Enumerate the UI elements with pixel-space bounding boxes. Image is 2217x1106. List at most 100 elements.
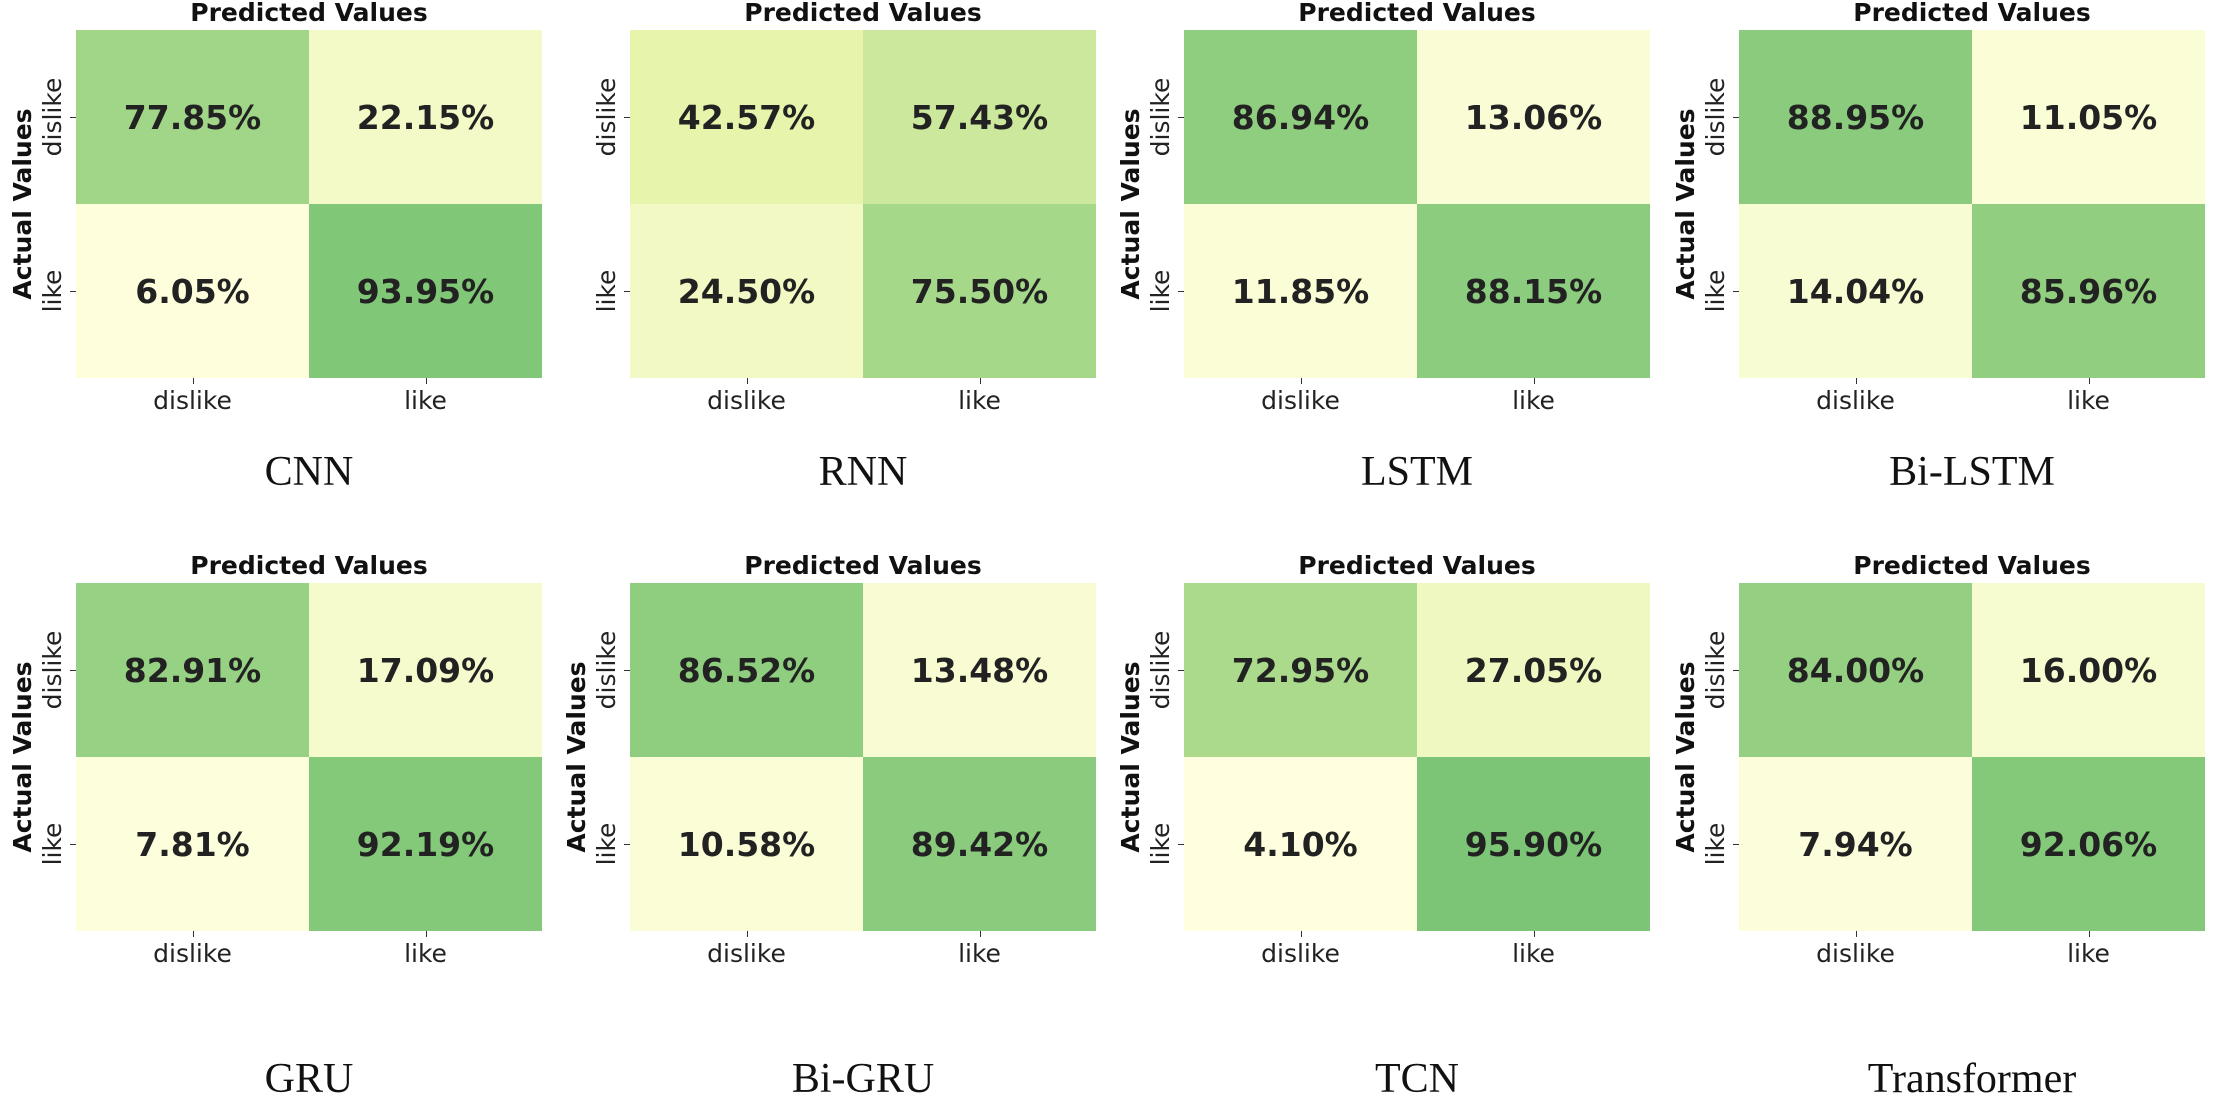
heatmap-cell: 4.10% xyxy=(1184,757,1417,931)
x-tick-mark xyxy=(746,931,748,937)
x-tick-label: dislike xyxy=(1261,939,1340,968)
actual-values-label: Actual Values xyxy=(8,661,37,853)
x-tick-mark xyxy=(1300,931,1302,937)
y-tick-mark xyxy=(70,844,76,845)
cell-value-label: 14.04% xyxy=(1786,271,1925,311)
heatmap-cell: 27.05% xyxy=(1417,583,1650,757)
x-tick-label: dislike xyxy=(1816,939,1895,968)
heatmap-cell: 42.57% xyxy=(630,30,863,204)
cell-value-label: 86.52% xyxy=(677,650,816,690)
cell-value-label: 17.09% xyxy=(356,650,495,690)
x-tick-mark xyxy=(192,378,194,384)
y-tick-mark xyxy=(1178,670,1184,671)
x-tick-label: like xyxy=(404,939,447,968)
cell-value-label: 85.96% xyxy=(2019,271,2158,311)
y-tick-mark xyxy=(70,117,76,118)
heatmap-cell: 93.95% xyxy=(309,204,542,378)
model-caption: RNN xyxy=(818,449,908,495)
heatmap-cell: 92.19% xyxy=(309,757,542,931)
confusion-matrix-panel: Predicted Values Actual Values 86.52% 13.48… xyxy=(554,551,1108,1106)
x-tick-mark xyxy=(979,378,981,384)
cell-value-label: 72.95% xyxy=(1231,650,1370,690)
y-tick-mark xyxy=(1733,844,1739,845)
heatmap-cell: 77.85% xyxy=(76,30,309,204)
x-tick-label: like xyxy=(958,386,1001,415)
cell-value-label: 11.85% xyxy=(1231,271,1370,311)
heatmap-cell: 75.50% xyxy=(863,204,1096,378)
y-tick-mark xyxy=(1733,670,1739,671)
y-tick-label: like xyxy=(1701,822,1730,866)
heatmap-cell: 84.00% xyxy=(1739,583,1972,757)
y-tick-mark xyxy=(1178,291,1184,292)
x-tick-mark xyxy=(1300,378,1302,384)
x-tick-mark xyxy=(2088,931,2090,937)
x-tick-mark xyxy=(192,931,194,937)
cell-value-label: 24.50% xyxy=(677,271,816,311)
x-tick-mark xyxy=(979,931,981,937)
cell-value-label: 84.00% xyxy=(1786,650,1925,690)
x-tick-mark xyxy=(1855,378,1857,384)
cell-value-label: 77.85% xyxy=(123,97,262,137)
cell-value-label: 93.95% xyxy=(356,271,495,311)
y-tick-label: dislike xyxy=(1701,77,1730,157)
confusion-matrix-panel: Predicted Values Actual Values 88.95% 11.05… xyxy=(1663,0,2217,553)
heatmap-cell: 22.15% xyxy=(309,30,542,204)
model-caption: LSTM xyxy=(1360,449,1474,495)
x-tick-mark xyxy=(2088,378,2090,384)
heatmap-cell: 86.52% xyxy=(630,583,863,757)
cell-value-label: 13.48% xyxy=(910,650,1049,690)
cell-value-label: 82.91% xyxy=(123,650,262,690)
x-tick-mark xyxy=(1533,931,1535,937)
confusion-matrix-panel: Predicted Values Actual Values 72.95% 27.05… xyxy=(1108,551,1662,1106)
y-tick-label: dislike xyxy=(592,77,621,157)
cell-value-label: 4.10% xyxy=(1243,824,1358,864)
y-tick-label: like xyxy=(592,269,621,313)
heatmap-cell: 92.06% xyxy=(1972,757,2205,931)
model-caption: GRU xyxy=(264,1056,354,1102)
cell-value-label: 42.57% xyxy=(677,97,816,137)
predicted-values-title: Predicted Values xyxy=(1853,551,2091,580)
predicted-values-title: Predicted Values xyxy=(744,551,982,580)
model-caption: TCN xyxy=(1375,1056,1459,1102)
y-tick-mark xyxy=(1733,291,1739,292)
model-caption: Transformer xyxy=(1867,1056,2077,1102)
cell-value-label: 10.58% xyxy=(677,824,816,864)
heatmap-cell: 16.00% xyxy=(1972,583,2205,757)
x-tick-label: dislike xyxy=(707,939,786,968)
heatmap-cell: 88.15% xyxy=(1417,204,1650,378)
y-tick-label: dislike xyxy=(38,630,67,710)
predicted-values-title: Predicted Values xyxy=(1298,0,1536,27)
y-tick-mark xyxy=(1178,117,1184,118)
confusion-matrix-panel: Predicted Values Actual Values 86.94% 13.06… xyxy=(1108,0,1662,553)
model-caption: Bi-LSTM xyxy=(1889,449,2055,495)
heatmap-cell: 95.90% xyxy=(1417,757,1650,931)
x-tick-label: like xyxy=(2067,939,2110,968)
actual-values-label: Actual Values xyxy=(1671,108,1700,300)
x-tick-label: dislike xyxy=(707,386,786,415)
actual-values-label: Actual Values xyxy=(8,108,37,300)
predicted-values-title: Predicted Values xyxy=(744,0,982,27)
x-tick-label: dislike xyxy=(1261,386,1340,415)
y-tick-mark xyxy=(70,670,76,671)
heatmap-cell: 57.43% xyxy=(863,30,1096,204)
x-tick-label: dislike xyxy=(153,939,232,968)
x-tick-mark xyxy=(1533,378,1535,384)
y-tick-mark xyxy=(624,117,630,118)
heatmap-cell: 7.81% xyxy=(76,757,309,931)
cell-value-label: 27.05% xyxy=(1464,650,1603,690)
confusion-matrix-panel: Predicted Values Actual Values 82.91% 17.09… xyxy=(0,551,554,1106)
cell-value-label: 86.94% xyxy=(1231,97,1370,137)
y-tick-label: like xyxy=(38,269,67,313)
cell-value-label: 75.50% xyxy=(910,271,1049,311)
y-tick-label: like xyxy=(1146,822,1175,866)
heatmap-cell: 24.50% xyxy=(630,204,863,378)
heatmap-cell: 82.91% xyxy=(76,583,309,757)
y-tick-label: like xyxy=(1701,269,1730,313)
heatmap-cell: 6.05% xyxy=(76,204,309,378)
confusion-matrix-panel: Predicted Values Actual Values 77.85% 22.15… xyxy=(0,0,554,553)
y-tick-mark xyxy=(70,291,76,292)
cell-value-label: 57.43% xyxy=(910,97,1049,137)
cell-value-label: 7.94% xyxy=(1798,824,1913,864)
cell-value-label: 95.90% xyxy=(1464,824,1603,864)
cell-value-label: 92.19% xyxy=(356,824,495,864)
